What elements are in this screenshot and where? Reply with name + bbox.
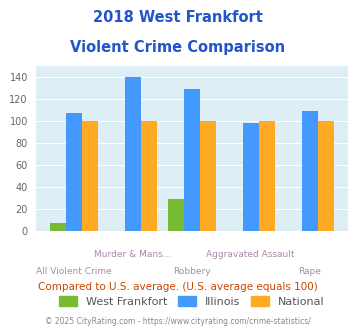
Text: Robbery: Robbery [173,267,211,276]
Bar [302,111,318,231]
Bar [184,89,200,231]
Bar [259,121,275,231]
Text: Violent Crime Comparison: Violent Crime Comparison [70,40,285,54]
Bar [82,121,98,231]
Bar [66,113,82,231]
Text: Rape: Rape [298,267,321,276]
Bar [141,121,157,231]
Bar [168,199,184,231]
Text: Murder & Mans...: Murder & Mans... [94,250,171,259]
Bar [200,121,215,231]
Bar [318,121,334,231]
Text: Aggravated Assault: Aggravated Assault [207,250,295,259]
Text: All Violent Crime: All Violent Crime [36,267,111,276]
Bar [125,77,141,231]
Legend: West Frankfort, Illinois, National: West Frankfort, Illinois, National [59,296,324,307]
Text: Compared to U.S. average. (U.S. average equals 100): Compared to U.S. average. (U.S. average … [38,282,317,292]
Text: 2018 West Frankfort: 2018 West Frankfort [93,10,262,25]
Bar [50,223,66,231]
Text: © 2025 CityRating.com - https://www.cityrating.com/crime-statistics/: © 2025 CityRating.com - https://www.city… [45,317,310,326]
Bar [243,123,259,231]
